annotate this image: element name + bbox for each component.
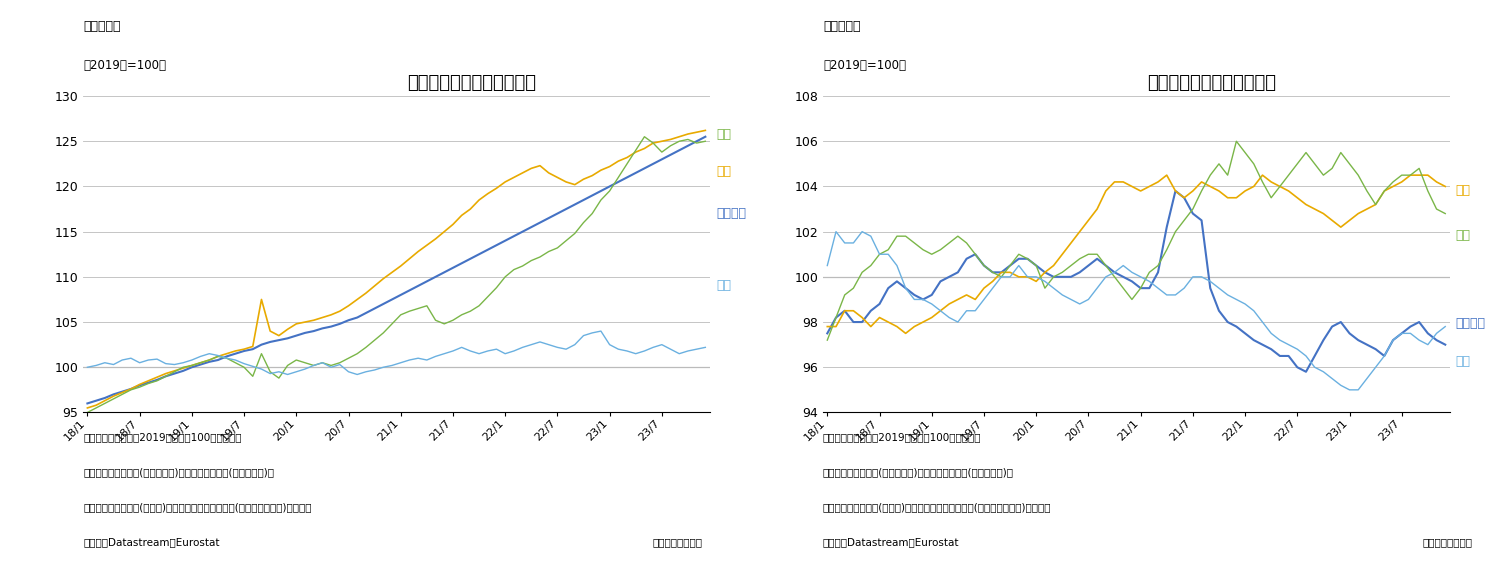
- Text: （資料）Datastream、Eurostat: （資料）Datastream、Eurostat: [83, 537, 219, 547]
- Text: 日本: 日本: [1456, 355, 1471, 368]
- Text: 日本は月あたり(民間雇用者)、米国は週当たり(民間雇用者)、: 日本は月あたり(民間雇用者)、米国は週当たり(民間雇用者)、: [823, 467, 1013, 477]
- Text: （2019年=100）: （2019年=100）: [823, 59, 906, 72]
- Text: （注）季節調整値、2019年平均＝100で指数化。: （注）季節調整値、2019年平均＝100で指数化。: [823, 432, 982, 442]
- Text: 英国: 英国: [1456, 229, 1471, 242]
- Text: 日本は月あたり(民間雇用者)、米国は週当たり(民間雇用者)、: 日本は月あたり(民間雇用者)、米国は週当たり(民間雇用者)、: [83, 467, 273, 477]
- Title: 日米欧の名目賃金水準推移: 日米欧の名目賃金水準推移: [408, 73, 536, 92]
- Text: 日本: 日本: [716, 279, 731, 293]
- Text: （資料）Datastream、Eurostat: （資料）Datastream、Eurostat: [823, 537, 959, 547]
- Text: ユーロ圏: ユーロ圏: [1456, 318, 1486, 331]
- Text: （図表３）: （図表３）: [823, 20, 861, 33]
- Text: 米国: 米国: [716, 166, 731, 179]
- Text: （図表２）: （図表２）: [83, 20, 121, 33]
- Text: ユーロ圏: ユーロ圏: [716, 207, 746, 220]
- Text: 英国: 英国: [716, 128, 731, 141]
- Text: （2019年=100）: （2019年=100）: [83, 59, 166, 72]
- Text: （月次、四半期）: （月次、四半期）: [1422, 537, 1472, 547]
- Text: （月次、四半期）: （月次、四半期）: [652, 537, 702, 547]
- Text: （注）季節調整値、2019年平均＝100で指数化。: （注）季節調整値、2019年平均＝100で指数化。: [83, 432, 242, 442]
- Title: 日米欧の実質賃金水準推移: 日米欧の実質賃金水準推移: [1148, 73, 1276, 92]
- Text: 英国は週当たり(全産業)、ユーロ圏は時間あたり(農業除く全産業)で四半期: 英国は週当たり(全産業)、ユーロ圏は時間あたり(農業除く全産業)で四半期: [83, 502, 311, 512]
- Text: 英国は週当たり(全産業)、ユーロ圏は時間あたり(農業除く全産業)で四半期: 英国は週当たり(全産業)、ユーロ圏は時間あたり(農業除く全産業)で四半期: [823, 502, 1051, 512]
- Text: 米国: 米国: [1456, 184, 1471, 198]
